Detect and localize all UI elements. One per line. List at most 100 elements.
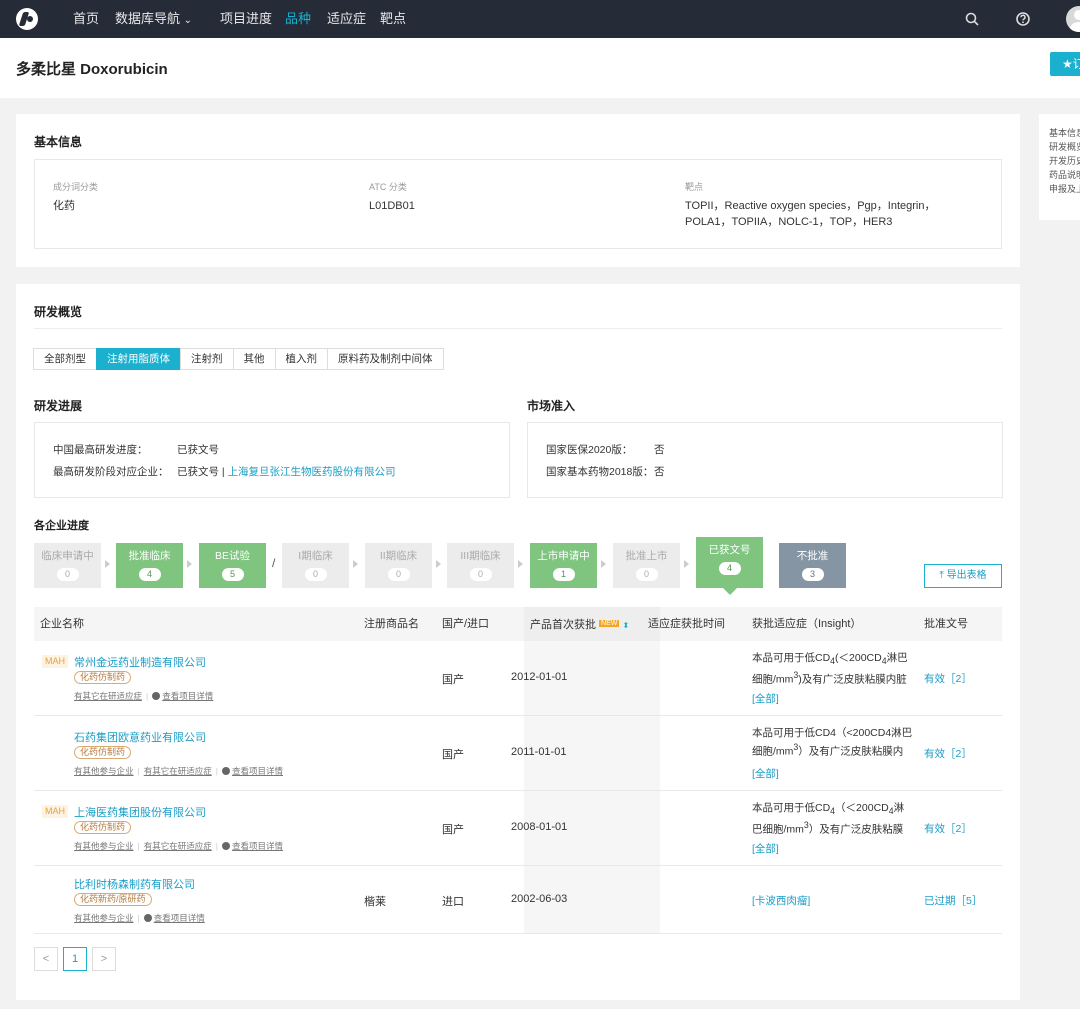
other-companies-link[interactable]: 有其他参与企业 <box>74 841 134 851</box>
tab-api[interactable]: 原料药及制剂中间体 <box>327 348 444 370</box>
approval-number-link[interactable]: 有效［2］ <box>924 673 972 685</box>
step-count: 0 <box>635 568 658 581</box>
insight-all-link[interactable]: [全部] <box>752 693 779 705</box>
step-count: 0 <box>469 568 492 581</box>
nav-targets[interactable]: 靶点 <box>380 11 407 26</box>
search-icon[interactable] <box>964 11 980 27</box>
highest-company-value: 已获文号 | 上海复旦张江生物医药股份有限公司 <box>177 464 396 479</box>
sort-icon[interactable]: ⬍ <box>622 621 630 630</box>
insight-all-link[interactable]: [全部] <box>752 843 779 855</box>
export-table-button[interactable]: ⤒ 导出表格 <box>924 564 1002 588</box>
step-phase-2[interactable]: II期临床 0 <box>365 543 432 588</box>
highest-company-label: 最高研发阶段对应企业： <box>53 466 169 478</box>
divider <box>34 328 1002 329</box>
approval-number-link[interactable]: 有效［2］ <box>924 823 972 835</box>
tab-injection[interactable]: 注射剂 <box>180 348 234 370</box>
th-first-approval[interactable]: 产品首次获批 NEW ⬍ <box>524 607 660 641</box>
first-approval-label: 产品首次获批 <box>530 619 596 631</box>
anchor-overview[interactable]: 研发概览 <box>1049 142 1080 152</box>
chevron-down-icon: ⌄ <box>183 15 193 26</box>
tab-implant[interactable]: 植入剂 <box>274 348 328 370</box>
approval-number-link[interactable]: 有效［2］ <box>924 748 972 760</box>
anchor-label[interactable]: 药品说明 <box>1049 170 1080 180</box>
project-detail-link[interactable]: 查看项目详情 <box>231 841 283 851</box>
drug-type-badge: 化药仿制药 <box>74 671 132 684</box>
project-detail-link[interactable]: 查看项目详情 <box>231 766 283 776</box>
th-brand: 注册商品名 <box>364 618 419 630</box>
upload-icon: ⤒ <box>939 570 944 581</box>
anchor-history[interactable]: 开发历史 <box>1049 156 1080 166</box>
step-name: 上市申请中 <box>537 550 590 562</box>
tab-all[interactable]: 全部剂型 <box>33 348 97 370</box>
drug-type-badge: 化药新药/原研药 <box>74 893 152 906</box>
step-clinical-approved[interactable]: 批准临床 4 <box>116 543 183 588</box>
step-name: 批准临床 <box>128 550 171 562</box>
pager-next-button[interactable]: > <box>92 947 116 971</box>
avatar[interactable] <box>1066 6 1080 32</box>
step-rejected[interactable]: 不批准 3 <box>779 543 846 588</box>
step-name: I期临床 <box>298 550 333 562</box>
anchor-filing[interactable]: 申报及上 <box>1049 184 1080 194</box>
export-label: 导出表格 <box>946 570 987 581</box>
nav-database[interactable]: 数据库导航 ⌄ <box>115 0 192 38</box>
basic-info-title: 基本信息 <box>34 135 83 149</box>
nav-project-progress[interactable]: 项目进度 <box>220 11 273 26</box>
pager-prev-button[interactable]: < <box>34 947 58 971</box>
other-indications-link[interactable]: 有其它在研适应症 <box>74 691 143 701</box>
step-nda[interactable]: 上市申请中 1 <box>530 543 597 588</box>
title-bar: 多柔比星 Doxorubicin ★订 <box>0 38 1080 98</box>
first-approval-cell: 2008-01-01 <box>511 821 568 833</box>
company-name-link[interactable]: 上海医药集团股份有限公司 <box>74 807 206 819</box>
plus-circle-icon <box>221 767 230 775</box>
project-detail-link[interactable]: 查看项目详情 <box>162 691 214 701</box>
th-origin: 国产/进口 <box>442 618 490 630</box>
insight-indication-link[interactable]: [卡波西肉瘤] <box>752 895 811 907</box>
help-icon[interactable] <box>1015 11 1031 27</box>
other-companies-link[interactable]: 有其他参与企业 <box>74 766 134 776</box>
field-label: 成分词分类 <box>53 182 99 192</box>
step-phase-1[interactable]: I期临床 0 <box>282 543 349 588</box>
arrow-icon <box>684 560 689 568</box>
step-market-approved[interactable]: 批准上市 0 <box>613 543 680 588</box>
insight-all-link[interactable]: [全部] <box>752 768 779 780</box>
arrow-icon <box>105 560 110 568</box>
th-approval: 批准文号 <box>924 618 968 630</box>
insight-text: 本品可用于低CD4（＜200CD4淋巴细胞/mm3）及有广泛皮肤粘膜 <box>752 802 905 836</box>
table-row: MAH 上海医药集团股份有限公司 化药仿制药 有其他参与企业 | 有其它在研适应症 |… <box>34 791 1002 866</box>
favorite-button[interactable]: ★订 <box>1050 52 1080 76</box>
step-phase-3[interactable]: III期临床 0 <box>447 543 514 588</box>
company-name-link[interactable]: 常州金远药业制造有限公司 <box>74 657 206 669</box>
field-value: 化药 <box>53 200 75 212</box>
drug-type-badge: 化药仿制药 <box>74 746 132 759</box>
tab-liposome[interactable]: 注射用脂质体 <box>96 348 181 370</box>
other-indications-link[interactable]: 有其它在研适应症 <box>143 766 212 776</box>
company-name-link[interactable]: 石药集团欧意药业有限公司 <box>74 732 206 744</box>
nav-home[interactable]: 首页 <box>73 11 100 26</box>
other-companies-link[interactable]: 有其他参与企业 <box>74 913 134 923</box>
logo-icon[interactable] <box>16 8 38 30</box>
other-indications-link[interactable]: 有其它在研适应症 <box>143 841 212 851</box>
nav-varieties[interactable]: 品种 <box>285 11 312 26</box>
mah-badge: MAH <box>42 805 68 818</box>
company-progress-title: 各企业进度 <box>34 520 89 532</box>
project-detail-link[interactable]: 查看项目详情 <box>153 913 205 923</box>
highest-progress-label: 中国最高研发进度： <box>53 444 148 456</box>
company-name-link[interactable]: 比利时杨森制药有限公司 <box>74 879 195 891</box>
step-approval-number[interactable]: 已获文号 4 <box>696 537 763 588</box>
company-link[interactable]: 上海复旦张江生物医药股份有限公司 <box>227 466 396 478</box>
origin-cell: 国产 <box>442 824 464 836</box>
step-be-trial[interactable]: BE试验 5 <box>199 543 266 588</box>
step-count: 0 <box>56 568 79 581</box>
nrdl-label: 国家医保2020版： <box>546 444 633 456</box>
step-name: BE试验 <box>214 550 250 562</box>
tab-other[interactable]: 其他 <box>232 348 276 370</box>
pager-page-1[interactable]: 1 <box>63 947 87 971</box>
approval-number-link[interactable]: 已过期［5］ <box>924 895 983 907</box>
highlight-column <box>524 791 660 865</box>
anchor-basic[interactable]: 基本信息 <box>1049 128 1080 138</box>
step-clinical-application[interactable]: 临床申请中 0 <box>34 543 101 588</box>
nav-indications[interactable]: 适应症 <box>327 11 367 26</box>
step-count: 5 <box>221 568 244 581</box>
step-count: 0 <box>387 568 410 581</box>
anchor-nav: 基本信息 研发概览 开发历史 药品说明 申报及上 <box>1039 114 1080 220</box>
